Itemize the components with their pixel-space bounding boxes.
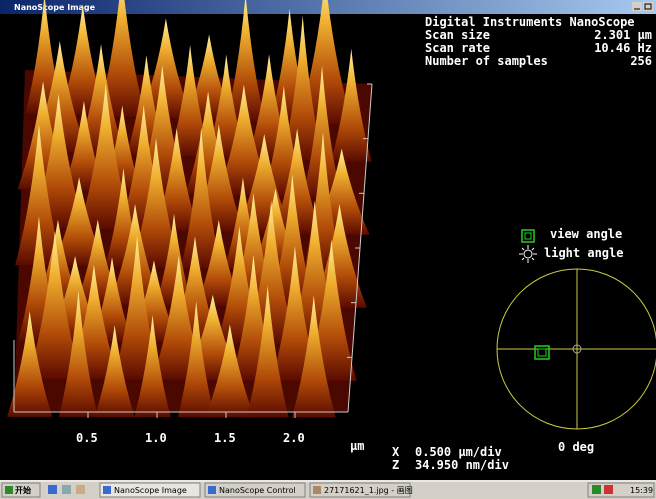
scale: X 0.500 µm/div Z 34.950 nm/div [392, 445, 509, 472]
start-label: 开始 [15, 485, 31, 495]
param-value: 10.46 Hz [594, 41, 652, 55]
task-label: 27171621_1.jpg - 画图 [324, 486, 413, 495]
task-icon [313, 486, 321, 494]
param-value: 2.301 µm [594, 28, 652, 42]
scale-value: 0.500 µm/div [415, 445, 502, 459]
angle-label: 0 deg [558, 440, 594, 454]
x-tick-label: 1.5 [214, 431, 236, 445]
scale-axis: X [392, 445, 400, 459]
quick-launch[interactable] [48, 485, 57, 494]
quick-launch[interactable] [62, 485, 71, 494]
task-icon [208, 486, 216, 494]
param-value: 256 [630, 54, 652, 68]
view-icon [525, 233, 531, 239]
axis-unit: µm [350, 439, 364, 453]
header-title: Digital Instruments NanoScope [425, 15, 635, 29]
tray-icon [604, 485, 613, 494]
legend-view: view angle [550, 227, 622, 241]
param-label: Scan rate [425, 41, 490, 55]
tray-icon [592, 485, 601, 494]
scale-axis: Z [392, 458, 399, 472]
screen: NanoScope Image 0.5 1.0 1.5 2.0 µm Digital … [0, 0, 656, 499]
task-label: NanoScope Image [114, 486, 187, 495]
param-label: Scan size [425, 28, 490, 42]
task-icon [103, 486, 111, 494]
minimize-button[interactable] [632, 2, 642, 11]
start-icon [5, 486, 13, 494]
task-label: NanoScope Control [219, 486, 296, 495]
clock: 15:39 [630, 486, 653, 495]
light-icon [519, 245, 537, 263]
view-icon [522, 230, 534, 242]
x-tick-label: 2.0 [283, 431, 305, 445]
quick-launch[interactable] [76, 485, 85, 494]
surface-3d [7, 0, 372, 417]
light-icon [524, 250, 532, 258]
params: Scan size 2.301 µm Scan rate 10.46 Hz Number… [425, 28, 652, 68]
x-tick-label: 1.0 [145, 431, 167, 445]
task-list: NanoScope Image NanoScope Control 27171621… [100, 483, 413, 497]
view-marker [538, 349, 546, 356]
legend-light: light angle [544, 246, 623, 260]
view-marker [535, 346, 549, 359]
scale-value: 34.950 nm/div [415, 458, 509, 472]
param-label: Number of samples [425, 54, 548, 68]
x-tick-label: 0.5 [76, 431, 98, 445]
